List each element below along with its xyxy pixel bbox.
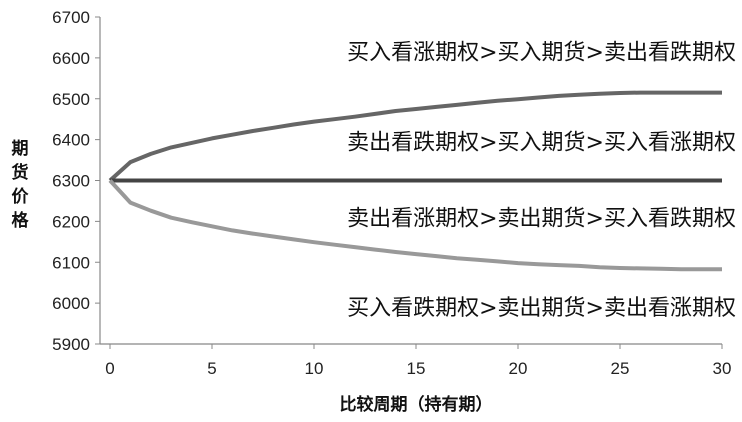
y-tick-label: 6300 <box>52 172 90 191</box>
y-tick-label: 6100 <box>52 253 90 272</box>
y-tick-label: 6400 <box>52 131 90 150</box>
annotation-2: 卖出看跌期权>买入期货>买入看涨期权 <box>347 131 736 156</box>
x-tick-label: 5 <box>207 359 216 378</box>
axes <box>95 16 723 349</box>
axis-labels: 期货价格 比较周期（持有期） <box>12 139 493 415</box>
annotations: 买入看涨期权>买入期货>卖出看跌期权卖出看跌期权>买入期货>买入看涨期权卖出看涨… <box>347 41 736 321</box>
series-line-3 <box>108 179 722 272</box>
tick-labels: 5900 6000 6100 6200 6300 6400 6500 6600 6700 0 5 10… <box>52 8 731 378</box>
x-tick-label: 0 <box>105 359 114 378</box>
y-tick-label: 6700 <box>52 8 90 27</box>
x-tick-label: 20 <box>509 359 528 378</box>
y-tick-label: 6200 <box>52 212 90 231</box>
x-axis-label: 比较周期（持有期） <box>340 394 493 415</box>
series-lines <box>108 90 722 272</box>
y-tick-label: 6600 <box>52 49 90 68</box>
x-tick-label: 30 <box>713 359 732 378</box>
y-tick-label: 6500 <box>52 90 90 109</box>
x-tick-label: 25 <box>611 359 630 378</box>
x-tick-label: 15 <box>407 359 426 378</box>
annotation-4: 买入看跌期权>卖出期货>卖出看涨期权 <box>347 296 736 321</box>
x-tick-label: 10 <box>305 359 324 378</box>
annotation-1: 买入看涨期权>买入期货>卖出看跌期权 <box>347 41 736 66</box>
y-axis-label: 期货价格 <box>12 139 30 231</box>
series-line-1 <box>108 90 722 182</box>
y-tick-label: 5900 <box>52 335 90 354</box>
annotation-3: 卖出看涨期权>卖出期货>买入看跌期权 <box>347 206 736 231</box>
y-tick-label: 6000 <box>52 294 90 313</box>
